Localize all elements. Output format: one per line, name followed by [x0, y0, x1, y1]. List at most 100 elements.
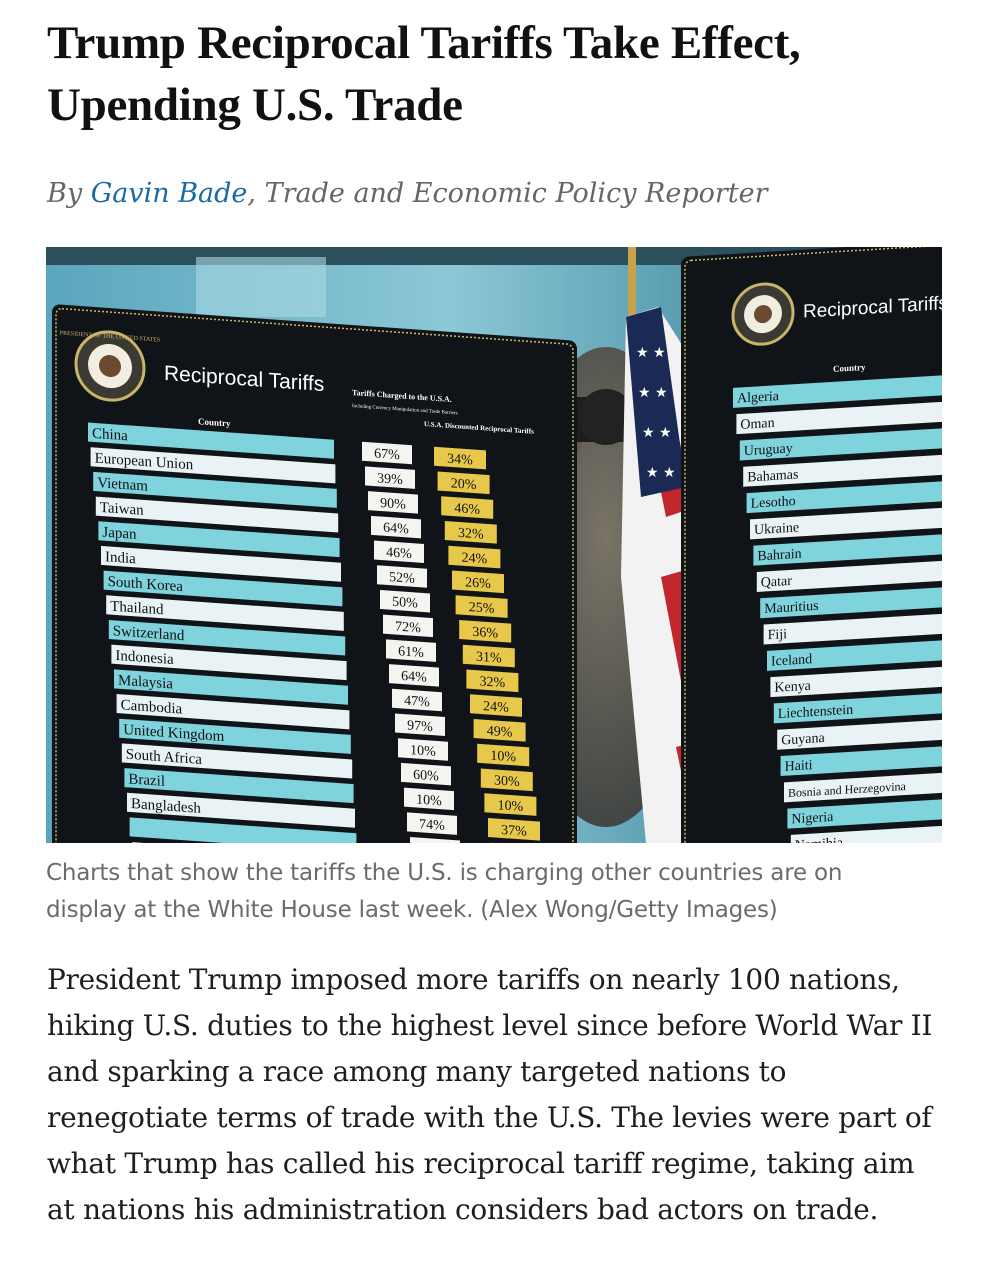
- right-row: Haiti: [780, 741, 942, 777]
- country-name: Taiwan: [100, 500, 144, 519]
- right-country-cell: [784, 767, 942, 803]
- charged-value: 47%: [404, 694, 430, 711]
- presidential-seal-right: [731, 282, 795, 346]
- reciprocal-cell: [441, 496, 494, 519]
- right-country-name: Bahrain: [757, 547, 801, 565]
- charged-cell: [398, 738, 448, 761]
- tariff-row: Malaysia 47% 24%: [114, 669, 522, 717]
- tariff-row: Indonesia 64% 32%: [111, 644, 519, 693]
- right-tariff-board: Reciprocal Tariffs Country AlgeriaOmanUr…: [681, 247, 942, 843]
- country-name: Thailand: [110, 599, 164, 619]
- right-board-rows: Algeria Oman Uruguay Bahamas Lesotho Ukraine B…: [733, 372, 942, 843]
- reciprocal-value: 46%: [454, 501, 480, 518]
- reciprocal-cell: [455, 595, 508, 618]
- right-country-cell: [739, 425, 942, 461]
- tariff-row: Taiwan 64% 32%: [95, 496, 497, 544]
- right-row: Bosnia and Herzegovina: [784, 767, 942, 803]
- charged-cell: [404, 787, 454, 811]
- country-cell: [95, 496, 339, 533]
- svg-text:★ ★: ★ ★: [636, 345, 666, 361]
- tariff-row: Japan 46% 24%: [98, 521, 501, 569]
- tariff-row: South Africa 60% 30%: [121, 743, 533, 792]
- country-name: United Kingdom: [123, 722, 224, 745]
- article-body: President Trump imposed more tariffs on …: [47, 963, 933, 1226]
- author-link[interactable]: Gavin Bade: [90, 178, 248, 209]
- right-country-name: Haiti: [785, 758, 813, 775]
- country-cell: [111, 644, 347, 681]
- byline: By Gavin Bade, Trade and Economic Policy…: [47, 174, 768, 214]
- reciprocal-cell: [466, 669, 519, 693]
- right-country-name: Bahamas: [747, 467, 798, 485]
- right-row: Kenya: [770, 662, 942, 698]
- right-row: Namibia: [790, 819, 942, 843]
- charged-cell: [362, 441, 412, 465]
- right-row: Iceland: [767, 635, 942, 671]
- country-name: Malaysia: [118, 673, 173, 693]
- country-cell: [88, 422, 334, 459]
- reciprocal-cell: [434, 446, 486, 470]
- charged-cell: [383, 614, 433, 638]
- charged-value: 74%: [419, 817, 445, 834]
- right-row: Ukraine: [750, 504, 942, 540]
- reciprocal-cell: [470, 694, 522, 717]
- country-name: Switzerland: [113, 623, 185, 644]
- country-name: India: [105, 549, 136, 567]
- right-col-country: Country: [833, 362, 866, 374]
- reciprocal-value: 34%: [447, 452, 473, 469]
- right-country-name: Mauritius: [764, 599, 818, 617]
- charged-value: 72%: [395, 620, 421, 637]
- right-row: Nigeria: [787, 793, 942, 829]
- country-cell: [116, 694, 350, 730]
- charged-value: 97%: [407, 718, 433, 735]
- charged-value: 90%: [380, 496, 406, 513]
- charged-value: 46%: [386, 545, 412, 562]
- tariff-row: 10%10%: [129, 817, 544, 843]
- reciprocal-cell: [477, 743, 530, 767]
- country-name: Japan: [102, 525, 137, 543]
- charged-cell: [377, 565, 427, 588]
- reciprocal-value: 49%: [487, 724, 513, 741]
- right-country-name: Kenya: [774, 679, 811, 696]
- right-country-name: Lesotho: [751, 494, 796, 512]
- photo-canvas: ★ ★ ★ ★ ★ ★ ★ ★ PRESIDENT OF THE UNITED …: [46, 247, 942, 843]
- country-cell: [98, 521, 340, 558]
- right-country-name: Liechtenstein: [778, 703, 853, 723]
- right-country-cell: [767, 635, 942, 671]
- charged-value: 64%: [401, 669, 427, 686]
- right-country-cell: [736, 399, 942, 435]
- right-country-cell: [750, 504, 942, 540]
- tariff-row: Cambodia 97% 49%: [116, 694, 526, 742]
- tariff-row: India 52% 26%: [101, 545, 504, 594]
- reciprocal-value: 32%: [458, 526, 484, 543]
- charged-cell: [365, 466, 415, 489]
- reciprocal-cell: [484, 793, 537, 816]
- charged-value: 60%: [413, 768, 439, 785]
- country-cell: [90, 447, 336, 484]
- right-country-cell: [790, 819, 942, 843]
- charged-value: 10%: [410, 743, 436, 760]
- charged-cell: [407, 812, 457, 835]
- country-cell: [119, 718, 351, 754]
- country-name: China: [92, 426, 128, 445]
- charged-cell: [389, 664, 439, 687]
- right-country-name: Algeria: [737, 389, 780, 407]
- right-country-cell: [746, 478, 942, 514]
- charged-value: 10%: [416, 793, 442, 810]
- charged-cell: [392, 688, 442, 712]
- right-row: Lesotho: [746, 478, 942, 514]
- right-row: Mauritius: [760, 583, 942, 619]
- photo-caption: Charts that show the tariffs the U.S. is…: [46, 860, 843, 923]
- right-country-name: Oman: [740, 416, 774, 433]
- charged-value: 64%: [383, 521, 409, 538]
- charged-value: 39%: [377, 471, 403, 488]
- country-name: Vietnam: [97, 475, 148, 495]
- country-name: Brazil: [128, 771, 165, 790]
- svg-text:★ ★: ★ ★: [646, 465, 676, 481]
- reciprocal-cell: [452, 570, 504, 594]
- right-board-border: [684, 247, 942, 843]
- country-cell: [114, 669, 348, 705]
- right-country-cell: [733, 372, 942, 408]
- reciprocal-value: 26%: [465, 575, 491, 592]
- tariff-row: China 67% 34%: [88, 422, 486, 470]
- right-country-name: Ukraine: [754, 520, 799, 538]
